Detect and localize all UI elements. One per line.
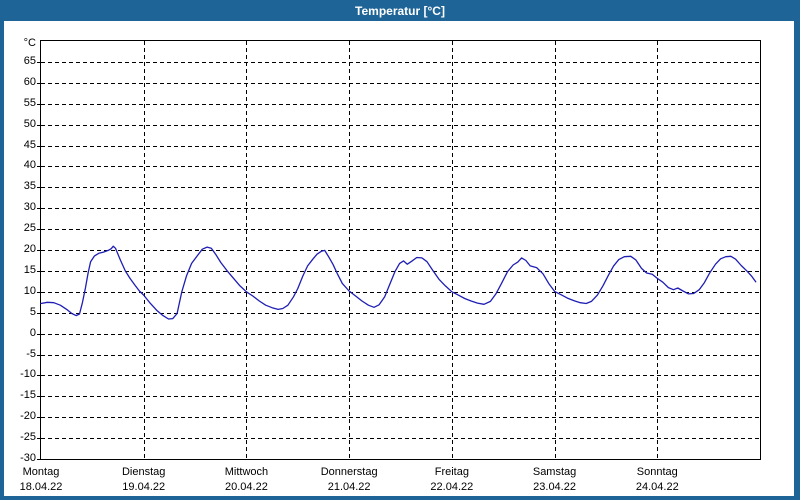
x-axis-day-label: Samstag (532, 466, 577, 478)
y-axis-label: -25 (20, 431, 36, 444)
y-axis-label: 20 (23, 243, 36, 255)
x-axis-day-label: Donnerstag (320, 466, 378, 478)
x-axis-date-label: 18.04.22 (19, 481, 63, 493)
plot-area (37, 40, 761, 460)
y-axis-label: 65 (23, 54, 36, 67)
y-axis-label: -30 (20, 452, 36, 464)
x-axis-date-label: 24.04.22 (635, 481, 679, 493)
x-axis-day-label: Dienstag (121, 466, 166, 478)
y-axis-label: 60 (23, 75, 36, 88)
x-axis-date-label: 21.04.22 (327, 481, 371, 493)
window-titlebar: Temperatur [°C] (0, 0, 800, 21)
x-axis-day-label: Freitag (434, 466, 469, 478)
y-axis-label: 35 (23, 180, 36, 193)
y-axis-label: 25 (23, 222, 36, 235)
y-axis-label: -10 (20, 368, 36, 381)
y-axis-label: 0 (29, 326, 36, 339)
y-axis-label: -5 (26, 347, 36, 360)
x-axis-day-label: Sonntag (636, 466, 678, 478)
y-axis-label: 50 (23, 117, 36, 130)
window-title: Temperatur [°C] (355, 3, 445, 18)
y-axis-label: 15 (23, 263, 36, 276)
chart-svg (37, 41, 760, 460)
y-axis-label: 40 (23, 159, 36, 172)
x-axis-day-label: Mittwoch (224, 466, 269, 478)
y-axis-label: -15 (20, 389, 36, 402)
y-axis-label: 45 (23, 138, 36, 151)
x-axis-date-label: 20.04.22 (225, 481, 268, 493)
x-axis-date-label: 22.04.22 (430, 481, 474, 493)
y-axis-label: 30 (23, 201, 36, 214)
y-axis-label: -20 (20, 410, 36, 423)
y-axis-label: 55 (23, 96, 36, 109)
temperature-line (40, 245, 757, 320)
x-axis-date-label: 19.04.22 (122, 481, 166, 493)
y-axis-label: 5 (29, 305, 36, 318)
y-axis-label: 10 (23, 284, 36, 297)
x-axis-day-label: Montag (22, 466, 60, 478)
x-axis-date-label: 23.04.22 (533, 481, 576, 493)
y-axis-unit-label: °C (23, 37, 36, 49)
